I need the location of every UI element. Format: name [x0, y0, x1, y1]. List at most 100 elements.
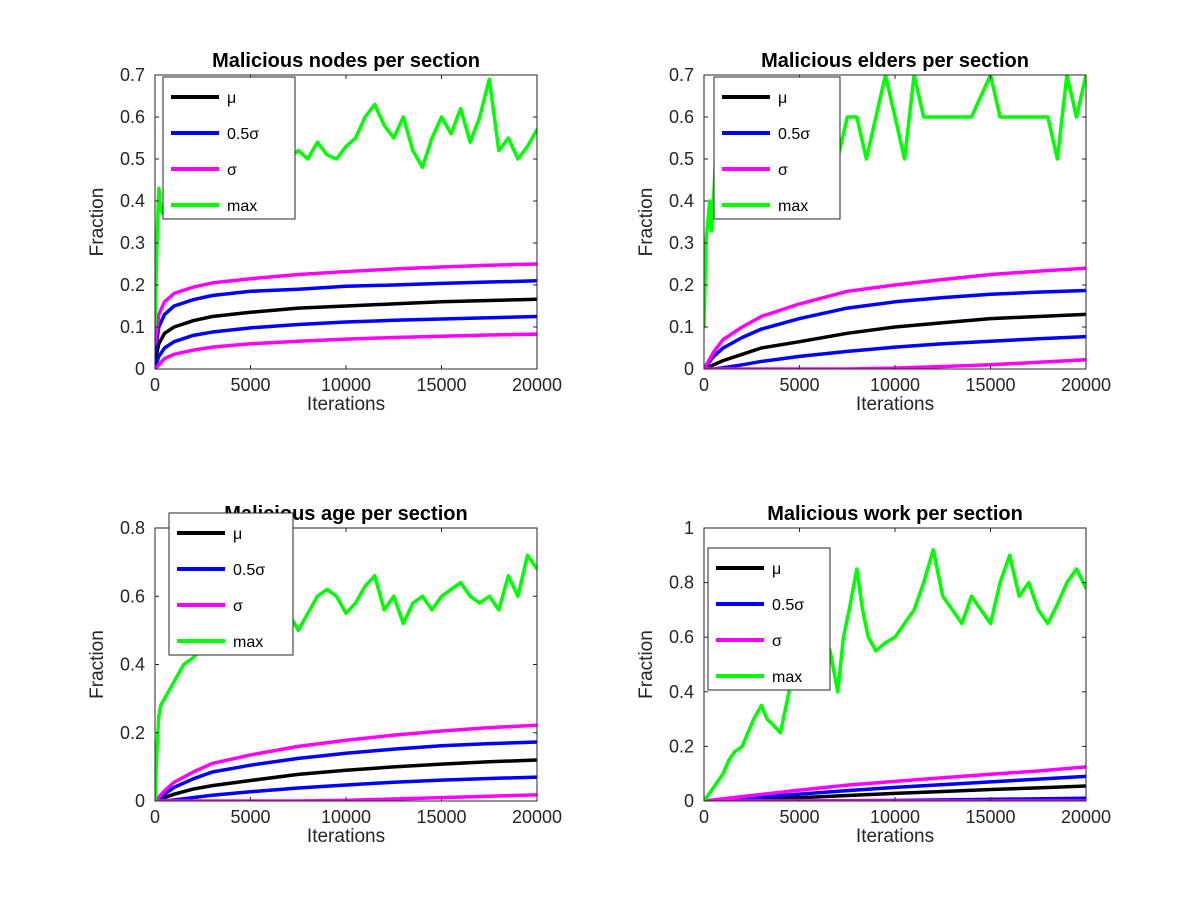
legend-label-mu: μ	[233, 526, 242, 543]
x-tick-label: 0	[150, 375, 160, 395]
x-tick-label: 15000	[416, 375, 466, 395]
series-line-2	[155, 740, 537, 801]
y-tick-label: 0.5	[669, 149, 694, 169]
series-line-2	[704, 774, 1086, 801]
legend-label-mu: μ	[227, 90, 236, 107]
x-tick-label: 20000	[512, 807, 562, 827]
chart-title: Malicious work per section	[767, 503, 1023, 525]
legend-label-sigma: σ	[772, 633, 782, 650]
y-tick-label: 0.3	[669, 233, 694, 253]
y-tick-label: 0.6	[669, 627, 694, 647]
y-tick-label: 0	[135, 359, 145, 379]
x-tick-label: 20000	[512, 375, 562, 395]
y-tick-label: 0.4	[120, 655, 145, 675]
y-tick-label: 0.4	[120, 191, 145, 211]
y-tick-label: 0.6	[120, 586, 145, 606]
chart-panel-4: 0 5000 10000 15000 20000 0 0.2 0.4 0.6 0.8 1 Malici…	[636, 503, 1111, 847]
legend-label-max: max	[778, 198, 808, 215]
x-tick-label: 20000	[1061, 807, 1111, 827]
x-tick-label: 10000	[321, 807, 371, 827]
series-line-5	[155, 793, 537, 801]
y-tick-label: 0	[684, 791, 694, 811]
legend-box	[168, 512, 294, 656]
series-line-1	[704, 312, 1086, 369]
legend-label-max: max	[227, 198, 257, 215]
y-tick-label: 0.1	[669, 317, 694, 337]
y-tick-label: 0.8	[669, 573, 694, 593]
legend-label-max: max	[772, 669, 802, 686]
y-tick-label: 0.2	[120, 275, 145, 295]
y-axis-label: Fraction	[636, 630, 657, 699]
x-tick-label: 5000	[779, 375, 819, 395]
x-tick-label: 5000	[779, 807, 819, 827]
series-line-1	[155, 758, 537, 801]
x-axis-label: Iterations	[856, 394, 934, 415]
legend-label-half_sigma: 0.5σ	[778, 126, 810, 143]
x-axis-label: Iterations	[856, 826, 934, 847]
series-line-4	[704, 765, 1086, 801]
y-axis-label: Fraction	[87, 188, 108, 257]
y-tick-label: 0.8	[120, 518, 145, 538]
legend-box	[707, 547, 831, 691]
y-tick-label: 0.7	[669, 65, 694, 85]
legend: μ 0.5σ σ max	[707, 547, 831, 691]
y-tick-label: 0.6	[669, 107, 694, 127]
x-tick-label: 5000	[230, 375, 270, 395]
legend-box	[713, 76, 841, 220]
x-tick-label: 10000	[870, 807, 920, 827]
y-tick-label: 0.5	[120, 149, 145, 169]
legend-label-max: max	[233, 634, 263, 651]
y-tick-label: 1	[684, 518, 694, 538]
x-tick-label: 10000	[870, 375, 920, 395]
legend-box	[162, 76, 296, 220]
x-tick-label: 15000	[416, 807, 466, 827]
legend: μ 0.5σ σ max	[168, 512, 294, 656]
legend-label-half_sigma: 0.5σ	[233, 562, 265, 579]
legend-label-sigma: σ	[778, 162, 788, 179]
series-line-4	[704, 266, 1086, 369]
x-tick-label: 5000	[230, 807, 270, 827]
x-tick-label: 0	[699, 807, 709, 827]
legend-label-sigma: σ	[227, 162, 237, 179]
x-tick-label: 0	[150, 807, 160, 827]
y-tick-label: 0.1	[120, 317, 145, 337]
x-tick-label: 15000	[965, 807, 1015, 827]
series-line-6	[155, 553, 537, 801]
y-axis-label: Fraction	[636, 188, 657, 257]
legend-label-half_sigma: 0.5σ	[227, 126, 259, 143]
y-tick-label: 0.2	[120, 723, 145, 743]
legend-label-mu: μ	[778, 90, 787, 107]
legend-label-mu: μ	[772, 561, 781, 578]
y-tick-label: 0.6	[120, 107, 145, 127]
series-line-3	[155, 314, 537, 369]
x-axis-label: Iterations	[307, 394, 385, 415]
series-group	[704, 548, 1086, 801]
y-tick-label: 0	[684, 359, 694, 379]
chart-panel-3: 0 5000 10000 15000 2000000.20.40.60.8Malicio…	[87, 503, 562, 847]
x-tick-label: 0	[699, 375, 709, 395]
series-line-1	[704, 784, 1086, 801]
y-tick-label: 0.4	[669, 682, 694, 702]
legend-label-sigma: σ	[233, 598, 243, 615]
y-tick-label: 0	[135, 791, 145, 811]
chart-title: Malicious nodes per section	[212, 50, 480, 72]
y-axis-label: Fraction	[87, 630, 108, 699]
y-tick-label: 0.2	[669, 275, 694, 295]
series-line-4	[155, 262, 537, 346]
legend-label-half_sigma: 0.5σ	[772, 597, 804, 614]
chart-panel-1: 0 5000 10000 15000 20000 0 0.1 0.2 0.3 0.4 0.5 0.6 0…	[87, 50, 562, 415]
series-line-5	[704, 358, 1086, 369]
y-tick-label: 0.3	[120, 233, 145, 253]
chart-title: Malicious elders per section	[761, 50, 1029, 72]
series-line-5	[155, 332, 537, 369]
series-line-2	[704, 288, 1086, 369]
series-group	[155, 77, 537, 369]
legend: μ 0.5σ σ max	[713, 76, 841, 220]
x-tick-label: 20000	[1061, 375, 1111, 395]
y-tick-label: 0.7	[120, 65, 145, 85]
x-axis-label: Iterations	[307, 826, 385, 847]
series-line-1	[155, 297, 537, 363]
series-line-6	[704, 548, 1086, 801]
x-tick-label: 15000	[965, 375, 1015, 395]
